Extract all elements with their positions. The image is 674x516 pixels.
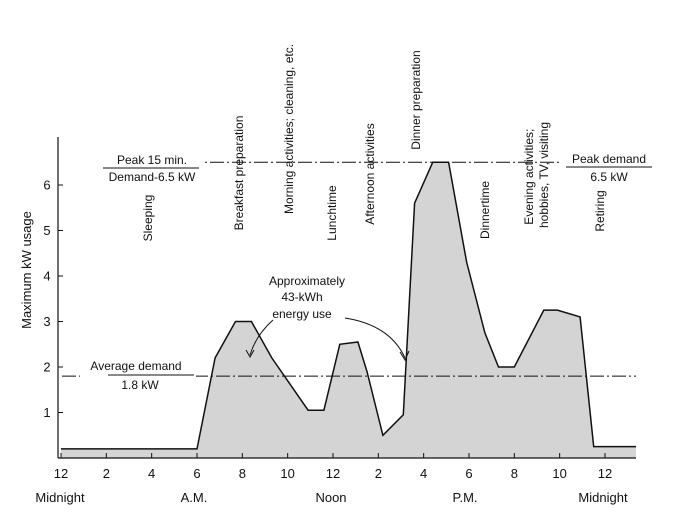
energy-arrowhead-left <box>245 349 255 359</box>
activity-evening-line1: Evening activities; <box>522 129 536 225</box>
energy-kwh-value: 43-kWh <box>281 290 322 304</box>
y-tick-label-5: 5 <box>43 223 50 238</box>
load-curve-area <box>61 162 636 459</box>
activity-lunchtime: Lunchtime <box>325 185 339 241</box>
period-label-midnight-start: Midnight <box>35 490 85 505</box>
average-annotation: Average demand 1.8 kW <box>80 357 196 392</box>
y-axis-title: Maximum kW usage <box>19 211 34 329</box>
y-ticks: 1 2 3 4 5 6 <box>43 178 63 420</box>
peak-annotation-left-bg <box>99 152 205 186</box>
average-annotation-bg <box>80 357 196 391</box>
period-label-pm: P.M. <box>452 490 477 505</box>
y-tick-label-6: 6 <box>43 178 50 193</box>
x-tick-label-8: 4 <box>420 466 427 481</box>
activity-breakfast: Breakfast preparation <box>232 116 246 231</box>
load-curve-line <box>61 161 636 450</box>
x-tick-label-11: 10 <box>552 466 566 481</box>
x-tick-label-12: 12 <box>598 466 612 481</box>
activity-dinnertime: Dinnertime <box>478 181 492 239</box>
activity-retiring: Retiring <box>593 190 607 231</box>
x-tick-label-6: 12 <box>326 466 340 481</box>
y-tick-label-3: 3 <box>43 314 50 329</box>
y-tick-label-2: 2 <box>43 360 50 375</box>
x-tick-label-5: 10 <box>280 466 294 481</box>
peak-demand-value-right: 6.5 kW <box>590 170 628 184</box>
peak-demand-label-right: Peak demand <box>572 152 646 166</box>
average-demand-label: Average demand <box>90 359 181 373</box>
peak-15-min-label: Peak 15 min. <box>117 153 187 167</box>
x-tick-label-3: 6 <box>193 466 200 481</box>
energy-pointer-right <box>344 317 406 359</box>
activity-evening-line2: hobbies, TV, visiting <box>537 122 551 228</box>
period-label-am: A.M. <box>181 490 208 505</box>
x-tick-label-4: 8 <box>239 466 246 481</box>
x-ticks: 12 2 4 6 8 10 12 2 4 6 8 10 12 <box>54 453 612 481</box>
energy-use-label: energy use <box>272 307 332 321</box>
activity-evening: Evening activities; hobbies, TV, visitin… <box>522 122 551 228</box>
activity-morning: Morning activities; cleaning, etc. <box>282 44 296 214</box>
period-label-noon: Noon <box>315 490 346 505</box>
average-demand-value: 1.8 kW <box>121 378 159 392</box>
activity-dinner-prep: Dinner preparation <box>409 50 423 149</box>
energy-arrowhead-right <box>399 350 410 362</box>
x-tick-label-2: 4 <box>148 466 155 481</box>
x-tick-label-7: 2 <box>375 466 382 481</box>
energy-approx-label: Approximately <box>269 274 345 288</box>
y-tick-label-1: 1 <box>43 405 50 420</box>
activity-afternoon: Afternoon activities <box>363 123 377 224</box>
period-labels: Midnight A.M. Noon P.M. Midnight <box>35 490 628 505</box>
x-tick-label-10: 8 <box>511 466 518 481</box>
x-tick-label-9: 6 <box>465 466 472 481</box>
x-tick-label-0: 12 <box>54 466 68 481</box>
energy-pointer-left <box>249 319 274 356</box>
activity-labels: Sleeping Breakfast preparation Morning a… <box>141 44 607 241</box>
energy-annotation: Approximately 43-kWh energy use <box>245 274 410 362</box>
peak-annotation-right: Peak demand 6.5 kW <box>562 150 658 184</box>
activity-sleeping: Sleeping <box>141 195 155 242</box>
y-tick-label-4: 4 <box>43 269 50 284</box>
period-label-midnight-end: Midnight <box>578 490 628 505</box>
peak-demand-value-left: Demand-6.5 kW <box>109 170 196 184</box>
peak-annotation-left: Peak 15 min. Demand-6.5 kW <box>99 152 205 186</box>
x-tick-label-1: 2 <box>103 466 110 481</box>
